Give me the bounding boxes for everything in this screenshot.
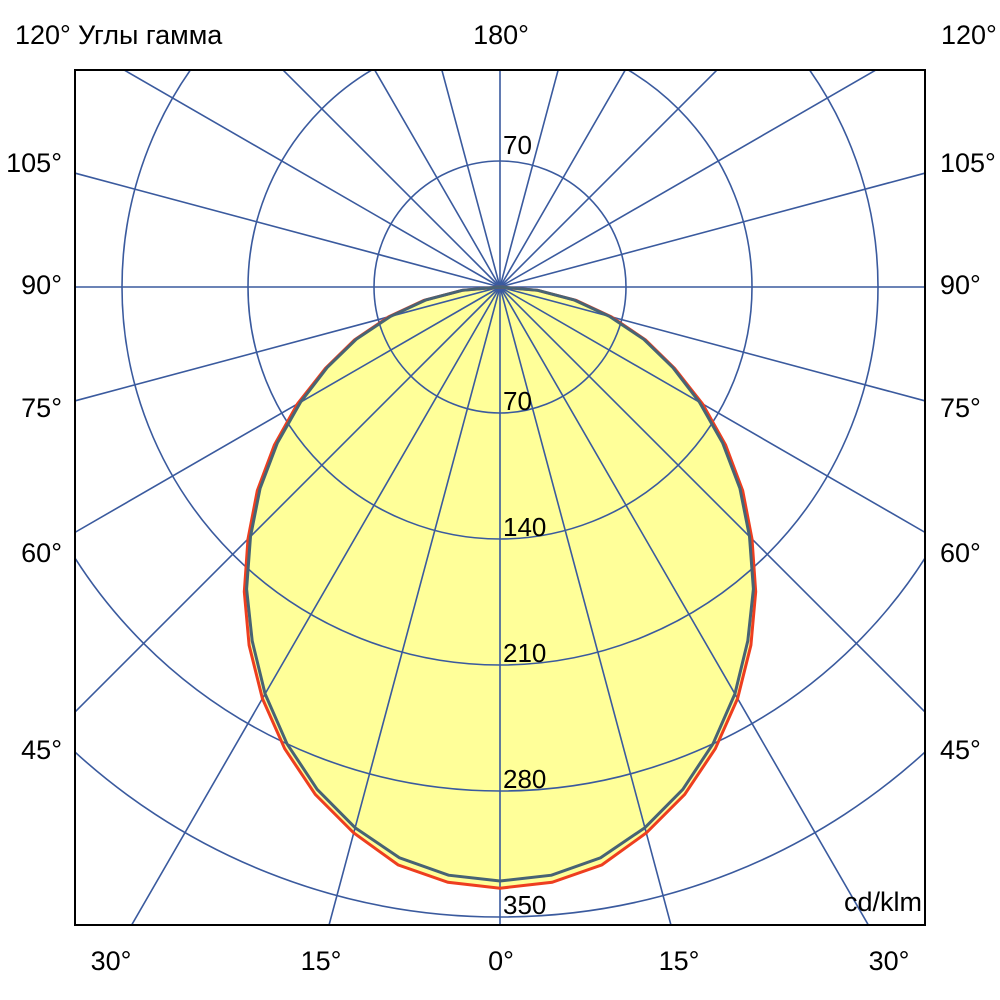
angle-grid-ray [328, 286, 501, 925]
radial-tick-label: 350 [503, 890, 546, 920]
angle-grid-ray [499, 172, 925, 288]
angle-label-right: 75° [940, 393, 981, 423]
photometric-curve-red [242, 285, 758, 890]
angle-label-right: 60° [940, 538, 981, 568]
angle-label-bottom: 15° [658, 946, 700, 976]
angle-grid-ray [373, 70, 501, 288]
angle-grid-ray [75, 172, 501, 288]
angle-grid-ray [499, 286, 925, 534]
angle-grid-ray [75, 286, 501, 534]
angle-grid-ray [130, 286, 501, 925]
angle-grid-ray [122, 70, 501, 288]
radial-tick-labels: 70 70 140 210 280 350 [503, 130, 546, 920]
angle-grid-ray [499, 286, 672, 925]
angle-grid-ray [75, 286, 501, 402]
angle-grid-ray [499, 286, 870, 925]
photometric-curve-dark [245, 285, 755, 883]
angle-grid-ray [499, 70, 719, 288]
radial-tick-label: 140 [503, 512, 546, 542]
angle-grid-ray [499, 70, 878, 288]
angle-grid-ray [499, 286, 925, 402]
angle-label-left: 60° [21, 538, 62, 568]
angle-grid-ray [441, 70, 501, 288]
angle-grid-ray [499, 70, 559, 288]
angle-grid-ray [499, 70, 627, 288]
angle-label-left: 105° [6, 148, 62, 178]
radial-tick-label: 280 [503, 764, 546, 794]
angle-label-bottom: 30° [868, 946, 910, 976]
angle-label-right: 105° [940, 148, 996, 178]
angle-label-bottom: 0° [488, 946, 514, 976]
angle-label-right: 45° [940, 735, 981, 765]
radial-tick-label: 210 [503, 638, 546, 668]
angle-label-left: 75° [21, 393, 62, 423]
angle-label-bottom: 30° [90, 946, 132, 976]
angle-label-top-center: 180° [473, 20, 529, 50]
plot-frame [74, 69, 926, 926]
radial-tick-label: 70 [503, 130, 532, 160]
angle-label-top-left: 120° [15, 20, 71, 50]
angle-label-top-right: 120° [941, 20, 997, 50]
angle-label-right: 90° [940, 270, 981, 300]
angle-grid-ray [281, 70, 501, 288]
angle-label-left: 45° [21, 735, 62, 765]
radial-tick-label: 70 [503, 386, 532, 416]
angle-label-left: 90° [21, 270, 62, 300]
unit-label: cd/klm [843, 887, 922, 917]
page-title: Углы гамма [78, 20, 223, 50]
angle-label-bottom: 15° [300, 946, 342, 976]
